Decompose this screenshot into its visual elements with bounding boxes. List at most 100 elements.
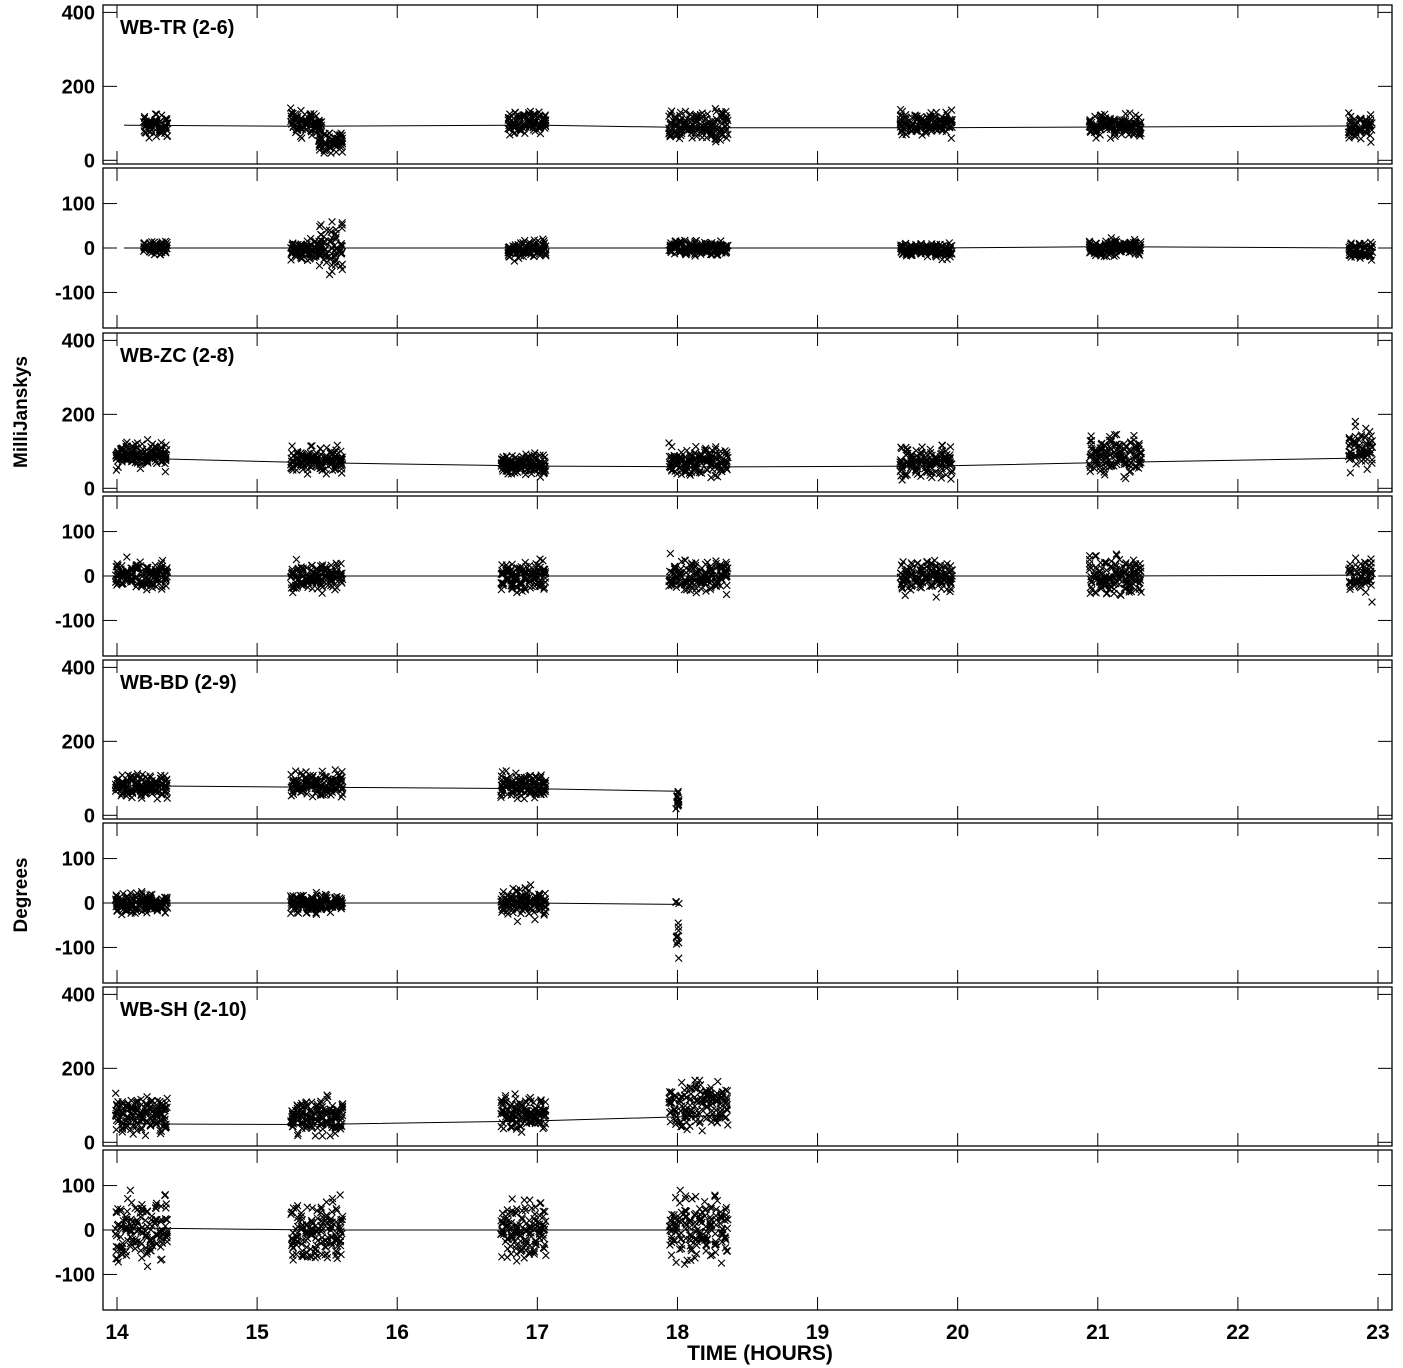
panel-1-amplitude-ytick-label: 400 bbox=[62, 2, 95, 24]
amplitude-point bbox=[1110, 116, 1119, 125]
amplitude-point bbox=[946, 443, 955, 451]
amplitude-point bbox=[529, 123, 537, 132]
phase-point bbox=[331, 258, 339, 266]
amplitude-point bbox=[306, 442, 315, 450]
phase-point bbox=[123, 553, 131, 561]
phase-point bbox=[336, 262, 345, 270]
amplitude-point bbox=[1344, 109, 1353, 117]
phase-point bbox=[318, 589, 326, 598]
amplitude-point bbox=[686, 110, 695, 119]
phase-point bbox=[161, 577, 170, 586]
phase-point bbox=[692, 588, 701, 597]
phase-point bbox=[327, 237, 336, 245]
phase-point bbox=[162, 582, 170, 590]
amplitude-point bbox=[111, 1089, 120, 1098]
phase-point bbox=[337, 239, 346, 248]
phase-point bbox=[335, 248, 344, 257]
phase-point bbox=[539, 556, 547, 565]
amplitude-point bbox=[303, 470, 312, 478]
panel-3-phase-ytick-label: 0 bbox=[84, 893, 95, 915]
amplitude-point bbox=[941, 116, 950, 125]
amplitude-point bbox=[298, 463, 306, 471]
amplitude-point bbox=[723, 114, 731, 122]
phase-point bbox=[932, 593, 941, 601]
amplitude-point bbox=[316, 445, 325, 453]
phase-point bbox=[1367, 555, 1375, 563]
amplitude-point bbox=[947, 118, 955, 126]
phase-point bbox=[1092, 552, 1101, 560]
amplitude-point bbox=[667, 107, 676, 115]
phase-point bbox=[161, 246, 169, 254]
amplitude-point bbox=[713, 472, 722, 481]
phase-point bbox=[1367, 256, 1376, 264]
amplitude-point bbox=[946, 115, 954, 124]
panel-4-amplitude-ytick-label: 200 bbox=[62, 1058, 95, 1080]
phase-point bbox=[1134, 245, 1143, 254]
amplitude-point bbox=[161, 467, 170, 476]
amplitude-point bbox=[712, 115, 721, 123]
phase-point bbox=[534, 244, 542, 253]
phase-point bbox=[336, 246, 345, 254]
amplitude-point bbox=[1350, 118, 1358, 126]
phase-point bbox=[325, 237, 334, 246]
amplitude-point bbox=[947, 106, 956, 114]
amplitude-point bbox=[945, 122, 954, 131]
amplitude-point bbox=[287, 770, 295, 779]
amplitude-point bbox=[291, 110, 300, 118]
amplitude-point bbox=[1365, 122, 1374, 131]
phase-point bbox=[150, 238, 159, 246]
phase-point bbox=[1367, 581, 1376, 590]
panel-4-phase-ytick-label: 100 bbox=[62, 1176, 95, 1198]
amplitude-point bbox=[540, 120, 549, 129]
amplitude-point bbox=[291, 767, 300, 775]
amplitude-point bbox=[1087, 436, 1096, 445]
phase-point bbox=[1366, 238, 1375, 247]
panel-title: WB-SH (2-10) bbox=[120, 999, 247, 1021]
phase-model-line bbox=[124, 902, 678, 905]
panel-1-amplitude-frame bbox=[102, 4, 1393, 165]
amplitude-point bbox=[902, 113, 910, 121]
panel-1-amplitude-ytick-label: 200 bbox=[62, 76, 95, 98]
amplitude-point bbox=[901, 110, 910, 119]
panel-1-phase-ytick-label: 100 bbox=[62, 194, 95, 216]
panel-4-phase-ytick-label: -100 bbox=[55, 1264, 95, 1286]
phase-point bbox=[331, 256, 340, 264]
amplitude-point bbox=[287, 457, 296, 466]
amplitude-point bbox=[1356, 126, 1365, 134]
amplitude-point bbox=[151, 442, 159, 450]
amplitude-point bbox=[1346, 118, 1355, 126]
amplitude-point bbox=[716, 136, 725, 144]
amplitude-point bbox=[911, 114, 919, 123]
phase-point bbox=[504, 249, 512, 257]
phase-point bbox=[292, 555, 301, 564]
phase-point bbox=[302, 564, 311, 572]
amplitude-point bbox=[1086, 116, 1094, 124]
amplitude-point bbox=[114, 463, 122, 472]
panel-4-amplitude-ytick-label: 0 bbox=[84, 1132, 95, 1154]
phase-point bbox=[328, 267, 336, 276]
amplitude-point bbox=[1120, 472, 1128, 481]
amplitude-point bbox=[118, 458, 126, 466]
amplitude-point bbox=[1136, 123, 1145, 132]
phase-point bbox=[531, 915, 539, 924]
amplitude-point bbox=[320, 149, 328, 157]
phase-point bbox=[136, 558, 144, 566]
amplitude-point bbox=[337, 136, 346, 144]
amplitude-point bbox=[1096, 122, 1104, 131]
panel-title: WB-BD (2-9) bbox=[120, 672, 237, 694]
panel-2-phase-ytick-label: 100 bbox=[62, 522, 95, 544]
amplitude-point bbox=[308, 131, 316, 139]
phase-point bbox=[161, 574, 170, 583]
amplitude-point bbox=[321, 465, 330, 473]
panel-2-amplitude-frame bbox=[102, 332, 1393, 493]
amplitude-point bbox=[692, 442, 700, 451]
phase-point bbox=[674, 954, 683, 963]
phase-point bbox=[1106, 242, 1115, 250]
phase-point bbox=[118, 580, 126, 589]
amplitude-point bbox=[162, 126, 171, 134]
phase-point bbox=[1136, 238, 1145, 246]
phase-point bbox=[541, 242, 550, 250]
phase-point bbox=[666, 549, 675, 558]
